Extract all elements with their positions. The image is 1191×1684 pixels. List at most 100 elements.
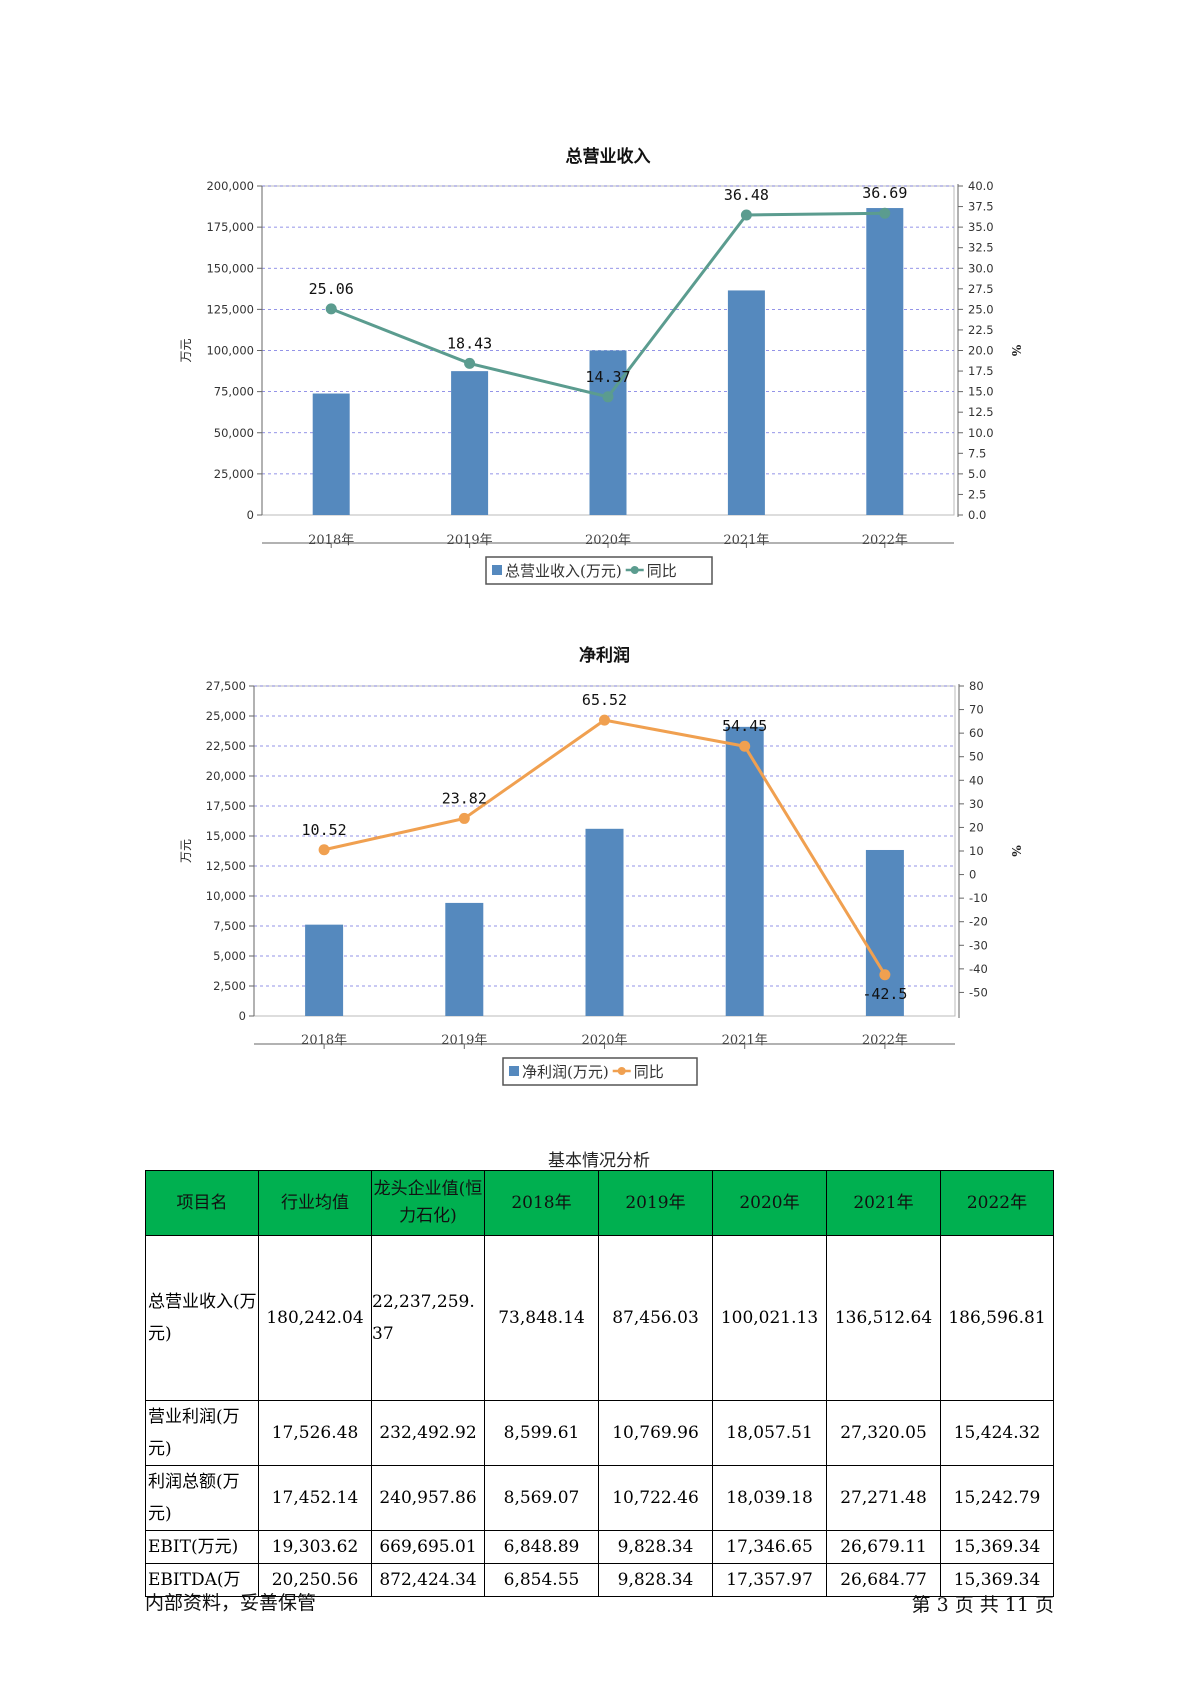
row-name-cell: 营业利润(万元) [145,1400,259,1466]
y-tick-label: 0 [247,508,254,522]
y-tick-label: 75,000 [214,385,254,399]
value-cell: 17,526.48 [258,1400,372,1466]
value-cell: 27,320.05 [826,1400,941,1466]
data-label: 36.48 [724,186,769,204]
bar [451,371,489,515]
data-label: -42.5 [862,985,907,1003]
value-cell: 6,848.89 [484,1530,599,1564]
y2-tick-label: 40 [969,773,984,787]
table-row: EBIT(万元) 19,303.62 669,695.01 6,848.89 9,828… [145,1530,1054,1564]
y2-tick-label: 60 [969,726,984,740]
y2-tick-label: 70 [969,703,984,717]
value-cell: 8,599.61 [484,1400,599,1466]
x-tick-label: 2018年 [308,533,354,548]
y2-tick-label: 5.0 [968,467,986,481]
yoy-point [599,714,610,726]
y-tick-label: 25,000 [214,467,254,481]
yoy-point [739,740,751,752]
y2-tick-label: 27.5 [968,282,994,296]
header-cell: 2022年 [940,1170,1054,1236]
x-tick-label: 2018年 [301,1033,347,1048]
value-cell: 136,512.64 [826,1235,941,1401]
y2-tick-label: -50 [969,985,988,999]
legend-line-label: 同比 [647,562,677,580]
yoy-point [318,844,330,856]
y2-tick-label: 80 [969,679,984,693]
y2-tick-label: 37.5 [968,200,994,214]
table-row: 营业利润(万元) 17,526.48 232,492.92 8,599.61 10,76… [145,1400,1054,1466]
table-row: EBITDA(万 20,250.56 872,424.34 6,854.55 9,828… [145,1563,1054,1597]
y2-tick-label: 40.0 [968,179,994,193]
value-cell: 872,424.34 [371,1563,485,1597]
bar [312,393,350,515]
revenue-chart-svg: 总营业收入 0 25,000 50,000 75,000 100,000 125,000 15… [179,146,1023,585]
data-label: 54.45 [722,717,767,735]
value-cell: 17,357.97 [712,1563,827,1597]
y2-tick-label: 50 [969,750,984,764]
y2-tick-label: 35.0 [968,220,994,234]
value-cell: 18,039.18 [712,1465,827,1531]
y2-tick-label: 10 [969,844,984,858]
value-cell: 15,424.32 [940,1400,1054,1466]
y2-tick-label: 20.0 [968,344,994,358]
value-cell: 26,684.77 [826,1563,941,1597]
bar [866,208,904,515]
data-label: 18.43 [447,334,492,352]
footer-confidential: 内部资料，妥善保管 [145,1592,317,1614]
y-tick-label: 20,000 [206,769,246,783]
bar [585,828,624,1016]
x-tick-label: 2022年 [862,1033,908,1048]
y2-tick-label: 32.5 [968,241,994,255]
bar [305,924,344,1016]
row-name-cell: EBITDA(万 [145,1563,259,1597]
yoy-point [464,357,476,369]
y-tick-label: 50,000 [214,426,254,440]
y2-axis-label: % [1009,845,1023,857]
y2-tick-label: 7.5 [968,446,986,460]
data-label: 25.06 [309,280,354,298]
y2-tick-label: 12.5 [968,405,994,419]
legend [502,1057,698,1086]
row-name-cell: EBIT(万元) [145,1530,259,1564]
y-axis-label: 万元 [179,839,193,863]
y-tick-label: 2,500 [213,979,246,993]
bar [865,849,904,1016]
header-cell: 2018年 [484,1170,599,1236]
y-tick-label: 100,000 [206,344,254,358]
value-cell: 100,021.13 [712,1235,827,1401]
value-cell: 15,369.34 [940,1530,1054,1564]
header-cell: 2019年 [598,1170,713,1236]
y-tick-label: 125,000 [206,302,254,316]
bar [727,290,765,515]
y-tick-label: 0 [239,1009,246,1023]
y-tick-label: 7,500 [213,919,246,933]
yoy-point [879,969,891,981]
header-cell: 2020年 [712,1170,827,1236]
data-label: 65.52 [582,691,627,709]
y-tick-label: 22,500 [206,739,246,753]
value-cell: 669,695.01 [371,1530,485,1564]
header-cell: 龙头企业值(恒力石化) [371,1170,485,1236]
data-label: 23.82 [442,789,487,807]
value-cell: 8,569.07 [484,1465,599,1531]
value-cell: 73,848.14 [484,1235,599,1401]
x-tick-label: 2021年 [723,533,769,548]
value-cell: 15,242.79 [940,1465,1054,1531]
x-tick-label: 2019年 [441,1033,487,1048]
y2-tick-label: 22.5 [968,323,994,337]
y-tick-label: 15,000 [206,829,246,843]
value-cell: 15,369.34 [940,1563,1054,1597]
y-tick-label: 27,500 [206,679,246,693]
y2-axis-label: % [1009,345,1023,357]
y-tick-label: 12,500 [206,859,246,873]
y2-tick-label: 30 [969,797,984,811]
y-tick-label: 10,000 [206,889,246,903]
legend-bar-swatch [492,565,502,575]
yoy-point [325,303,337,315]
x-tick-label: 2019年 [447,533,493,548]
table-caption: 基本情况分析 [548,1151,650,1171]
legend-line-marker [630,566,639,574]
y2-tick-label: 0 [969,868,976,882]
value-cell: 6,854.55 [484,1563,599,1597]
y2-tick-label: -10 [969,891,988,905]
